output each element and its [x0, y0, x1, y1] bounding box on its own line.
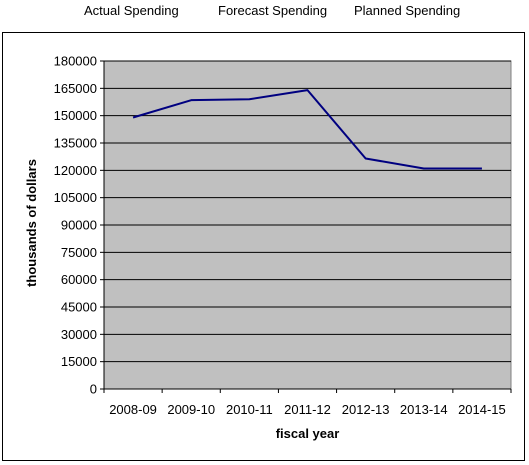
gridlines: [100, 60, 511, 390]
y-tick-labels: 0 15000 30000 45000 60000 75000 90000 105000 120…: [54, 54, 97, 397]
x-tick-label: 2012-13: [342, 402, 390, 417]
header-label-actual: Actual Spending: [84, 3, 179, 18]
x-axis-title: fiscal year: [276, 426, 340, 441]
y-tick-label: 165000: [54, 81, 97, 96]
y-tick-label: 30000: [61, 327, 97, 342]
y-tick-label: 0: [90, 382, 97, 397]
header-label-forecast: Forecast Spending: [218, 3, 328, 18]
x-tick-label: 2010-11: [226, 402, 273, 417]
header-label-planned: Planned Spending: [354, 3, 461, 18]
y-tick-label: 120000: [54, 163, 97, 178]
y-tick-label: 135000: [54, 136, 97, 151]
y-tick-label: 150000: [54, 108, 97, 123]
x-tick-label: 2009-10: [167, 402, 215, 417]
y-tick-label: 75000: [61, 245, 97, 260]
y-tick-label: 15000: [61, 354, 97, 369]
x-tick-label: 2008-09: [109, 402, 157, 417]
x-tick-labels: 2008-09 2009-10 2010-11 2011-12 2012-13 2013-…: [109, 402, 506, 417]
x-tick-label: 2013-14: [400, 402, 448, 417]
series-group: [132, 89, 482, 170]
y-tick-label: 45000: [61, 300, 97, 315]
y-tick-label: 90000: [61, 218, 97, 233]
x-tick-label: 2011-12: [284, 402, 331, 417]
y-tick-label: 60000: [61, 272, 97, 287]
y-tick-label: 105000: [54, 190, 97, 205]
x-tick-label: 2014-15: [458, 402, 506, 417]
axes: [103, 61, 512, 393]
y-tick-label: 180000: [54, 54, 97, 69]
y-axis-title: thousands of dollars: [24, 159, 39, 287]
